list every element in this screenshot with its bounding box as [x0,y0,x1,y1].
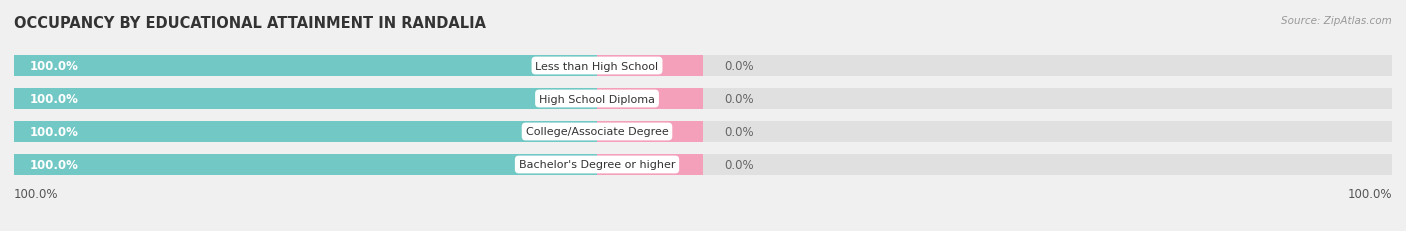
Text: 100.0%: 100.0% [30,158,79,171]
Bar [598,56,703,76]
Text: 100.0%: 100.0% [30,60,79,73]
Text: 100.0%: 100.0% [30,93,79,106]
Text: College/Associate Degree: College/Associate Degree [526,127,668,137]
Text: 100.0%: 100.0% [14,187,59,200]
Bar [14,56,598,76]
Text: High School Diploma: High School Diploma [538,94,655,104]
Text: 0.0%: 0.0% [724,125,754,138]
Text: 100.0%: 100.0% [30,125,79,138]
Bar [14,122,1392,142]
Text: OCCUPANCY BY EDUCATIONAL ATTAINMENT IN RANDALIA: OCCUPANCY BY EDUCATIONAL ATTAINMENT IN R… [14,16,486,31]
Bar [14,122,598,142]
Text: 100.0%: 100.0% [1347,187,1392,200]
Bar [14,155,598,175]
Text: 0.0%: 0.0% [724,60,754,73]
Bar [14,89,1392,109]
Bar [598,89,703,109]
Bar [14,56,1392,76]
Text: 0.0%: 0.0% [724,158,754,171]
Bar [14,155,1392,175]
Text: 0.0%: 0.0% [724,93,754,106]
Bar [598,155,703,175]
Text: Less than High School: Less than High School [536,61,658,71]
Bar [598,122,703,142]
Text: Bachelor's Degree or higher: Bachelor's Degree or higher [519,160,675,170]
Text: Source: ZipAtlas.com: Source: ZipAtlas.com [1281,16,1392,26]
Bar [14,89,598,109]
